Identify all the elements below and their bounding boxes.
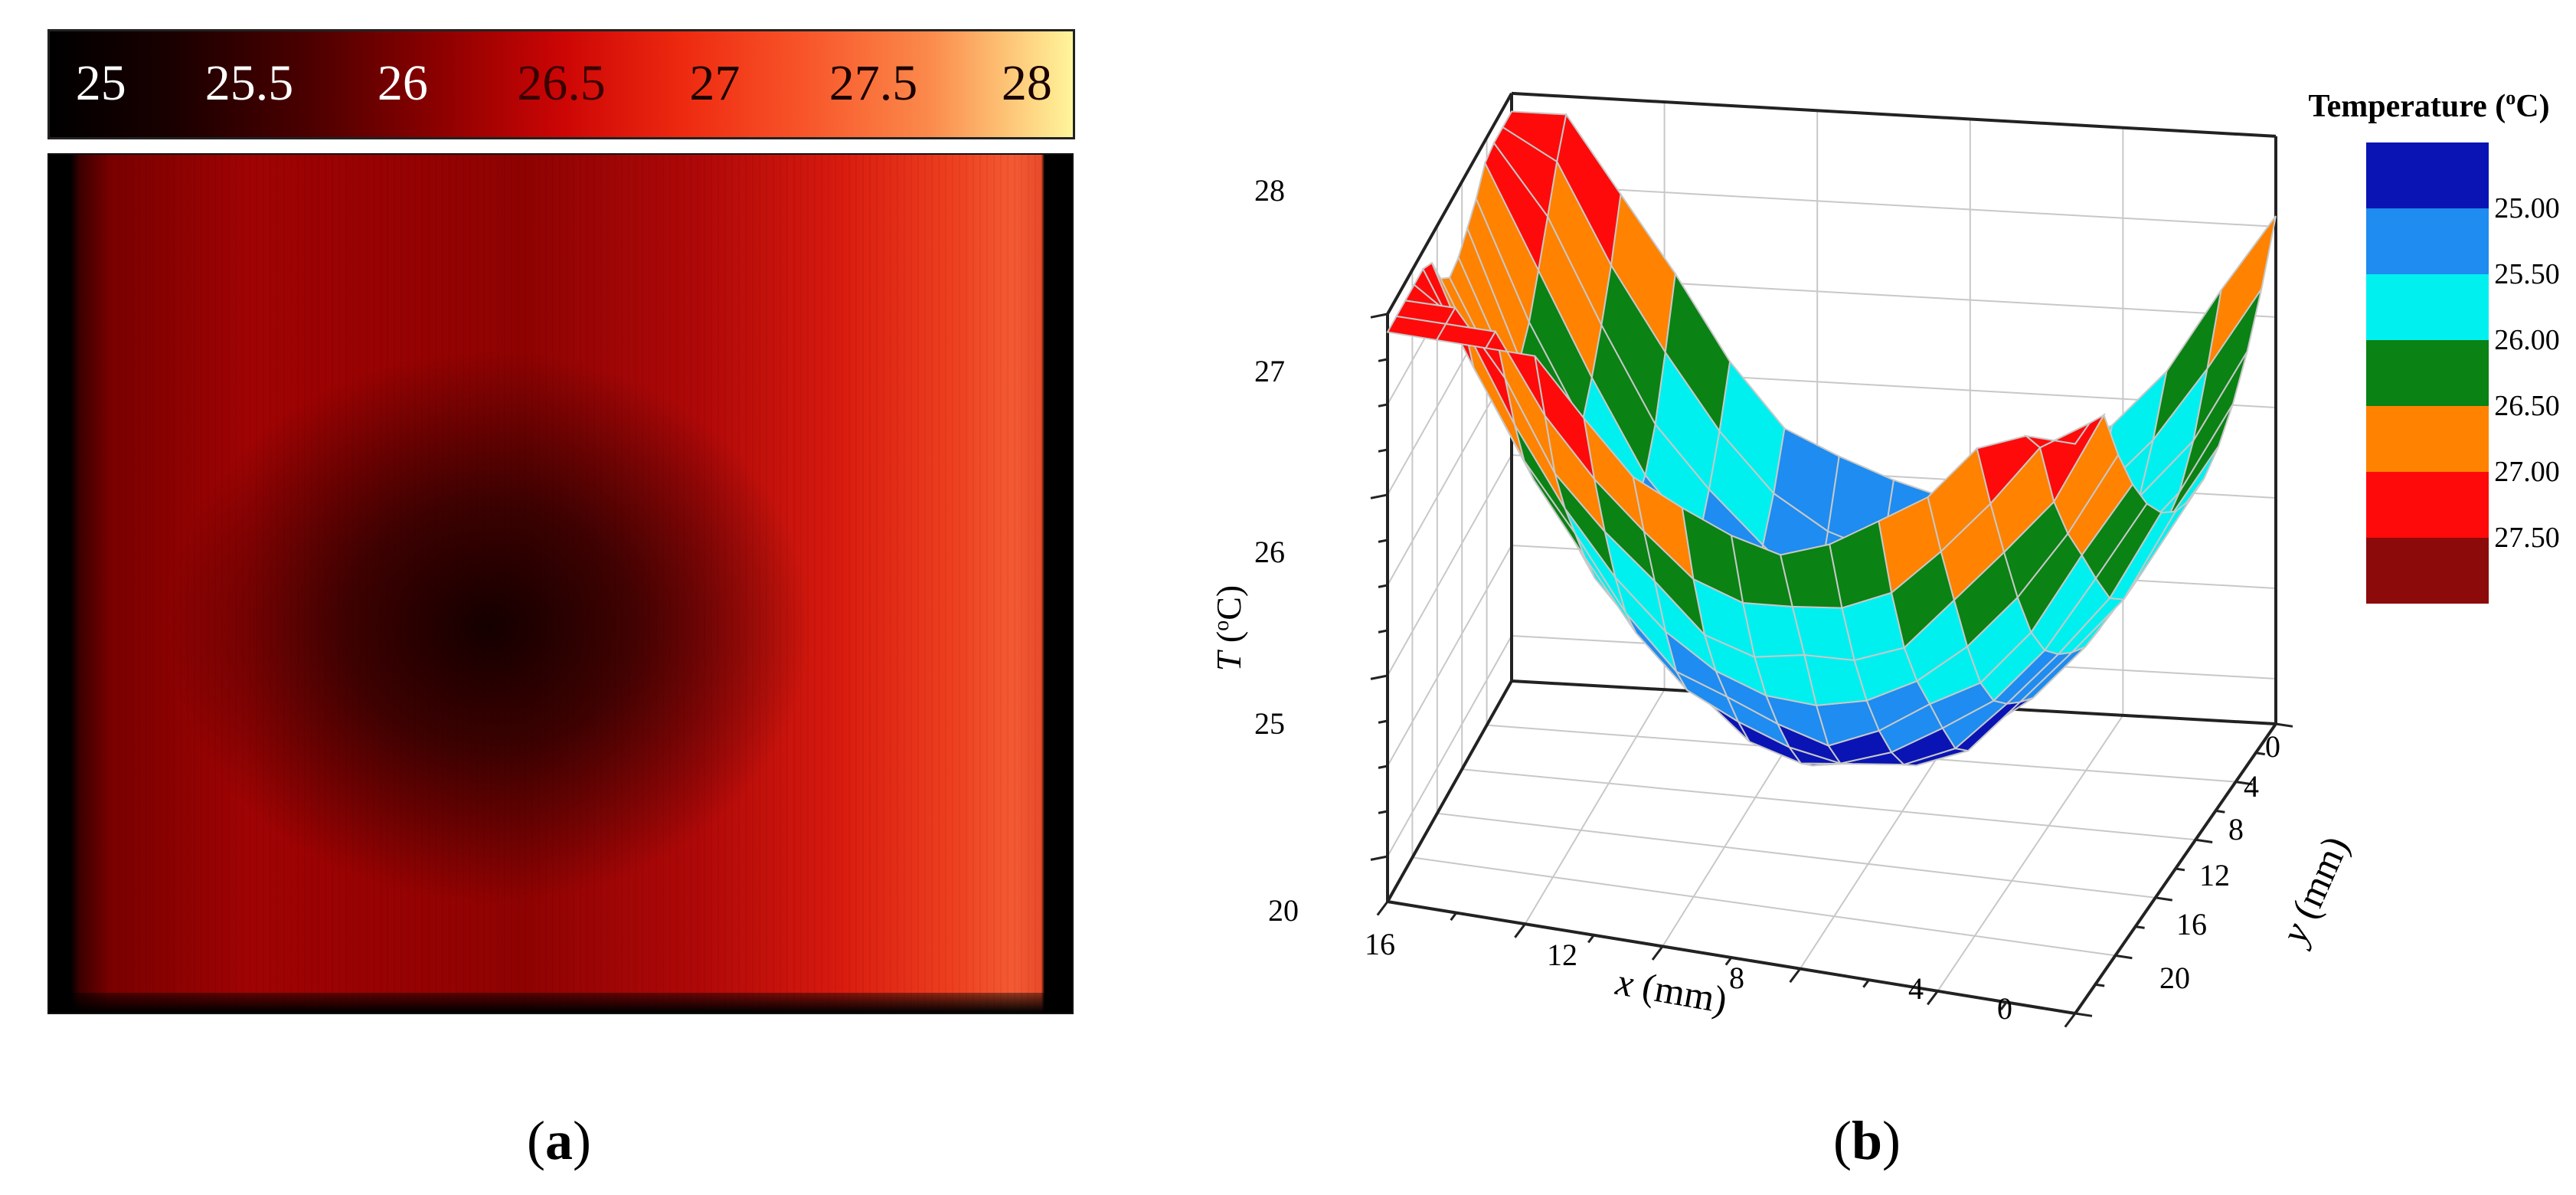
z-tick-label: 25	[1254, 706, 1285, 741]
y-tick-label: 12	[2199, 858, 2230, 892]
y-tick-label: 16	[2176, 907, 2207, 941]
panel-b: 28 27 26 25 20 16 12 8 4 0 0 4 8 12 16 2…	[1149, 0, 2576, 1195]
legend-label: 27.50	[2494, 522, 2560, 554]
x-tick-mark	[1450, 912, 1457, 922]
z-tick-label: 26	[1254, 535, 1285, 569]
z-tick-label: 28	[1254, 173, 1285, 208]
legend-title: Temperature (oC)	[2308, 87, 2549, 124]
colorbar-tick: 26	[377, 55, 428, 111]
legend-label: 26.00	[2494, 324, 2560, 356]
y-tick-label: 8	[2228, 812, 2244, 846]
x-tick-mark	[1651, 945, 1664, 961]
z-tick-mark	[1378, 810, 1388, 814]
z-tick-mark	[1378, 358, 1388, 362]
y-tick-mark	[2255, 751, 2266, 756]
colorbar-tick: 27	[689, 55, 740, 111]
z-tick-mark	[1370, 493, 1388, 499]
x-tick-mark	[1927, 990, 1939, 1006]
z-tick-mark	[1370, 313, 1388, 319]
y-tick-mark	[2235, 781, 2253, 786]
floor-gridline	[1462, 768, 2196, 841]
colorbar-tick: 25.5	[204, 55, 294, 111]
panel-a: 25 25.5 26 26.5 27 27.5 28 (a)	[0, 0, 1149, 1195]
x-tick-label: 4	[1908, 971, 1924, 1006]
y-tick-mark	[2135, 925, 2145, 929]
legend-label: 25.00	[2494, 192, 2560, 224]
y-tick-label: 4	[2244, 769, 2259, 804]
y-axis-title: y (mm)	[2270, 830, 2356, 953]
colorbar-tick: 25	[75, 55, 126, 111]
x-tick-mark	[1587, 934, 1595, 944]
y-tick-mark	[2074, 1012, 2093, 1017]
x-tick-mark	[1376, 901, 1389, 916]
z-tick-mark	[1370, 855, 1388, 861]
colorbar: 25 25.5 26 26.5 27 27.5 28	[47, 29, 1075, 139]
x-tick-label: 8	[1729, 961, 1744, 995]
floor-gridline	[1437, 812, 2156, 899]
axis-frame-line	[1511, 91, 2277, 138]
side-wall-gridline	[1387, 364, 1512, 586]
colorbar-tick: 28	[1001, 55, 1052, 111]
x-tick-label: 0	[1997, 991, 2012, 1026]
axis-frame-line	[1386, 680, 1513, 902]
colorbar-tick: 27.5	[829, 55, 918, 111]
z-tick-mark	[1378, 629, 1388, 634]
z-tick-mark	[1378, 764, 1388, 769]
y-tick-mark	[2275, 722, 2293, 728]
legend-swatch	[2366, 406, 2489, 472]
x-tick-label: 16	[1365, 927, 1395, 961]
y-tick-mark	[2175, 867, 2185, 872]
x-tick-mark	[2064, 1013, 2077, 1028]
legend-swatch	[2366, 538, 2489, 604]
legend-swatch	[2366, 142, 2489, 208]
legend-label: 27.00	[2494, 456, 2560, 488]
y-tick-mark	[2155, 896, 2173, 902]
x-tick-mark	[1999, 1001, 2008, 1010]
legend-label: 25.50	[2494, 258, 2560, 290]
thermal-heatmap	[47, 153, 1074, 1014]
legend-swatch	[2366, 274, 2489, 340]
side-wall-gridline	[1387, 454, 1512, 676]
x-tick-label: 12	[1547, 938, 1577, 972]
y-tick-mark	[2115, 954, 2133, 960]
z-tick-mark	[1378, 584, 1388, 588]
x-tick-mark	[1514, 923, 1526, 938]
side-wall-gridline	[1387, 635, 1512, 857]
y-tick-mark	[2094, 983, 2105, 987]
z-tick-mark	[1378, 719, 1388, 724]
axis-frame-line	[1386, 92, 1513, 315]
surface-plot: 28 27 26 25 20 16 12 8 4 0 0 4 8 12 16 2…	[1209, 87, 2560, 1028]
legend-label: 26.50	[2494, 390, 2560, 422]
legend-swatch	[2366, 472, 2489, 538]
panel-label-b: (b)	[1832, 1110, 1901, 1171]
y-tick-mark	[2195, 838, 2213, 843]
back-wall-gridline	[1511, 182, 2277, 228]
floor-gridline	[1412, 856, 2116, 957]
y-tick-label: 0	[2265, 729, 2280, 764]
z-tick-mark	[1370, 674, 1388, 680]
z-tick-mark	[1378, 539, 1388, 543]
x-tick-mark	[1724, 957, 1733, 966]
colorbar-tick: 26.5	[517, 55, 606, 111]
surface-cell	[2023, 421, 2092, 449]
legend-swatch	[2366, 340, 2489, 406]
z-tick-mark	[1378, 448, 1388, 453]
z-tick-label: 27	[1254, 354, 1285, 388]
side-wall-gridline	[1387, 545, 1512, 767]
z-tick-mark	[1378, 403, 1388, 408]
y-tick-label: 20	[2159, 961, 2190, 995]
legend-swatch	[2366, 208, 2489, 274]
x-tick-mark	[1862, 979, 1870, 988]
floor-gridline	[1524, 689, 1666, 925]
x-tick-mark	[1789, 967, 1801, 984]
x-tick-label: 20	[1268, 893, 1299, 928]
y-tick-mark	[2215, 809, 2225, 814]
floor-gridline	[1937, 715, 2124, 992]
panel-label-a: (a)	[527, 1110, 591, 1171]
x-axis-title: x (mm)	[1612, 960, 1730, 1022]
z-axis-title: T (oC)	[1209, 585, 1248, 671]
